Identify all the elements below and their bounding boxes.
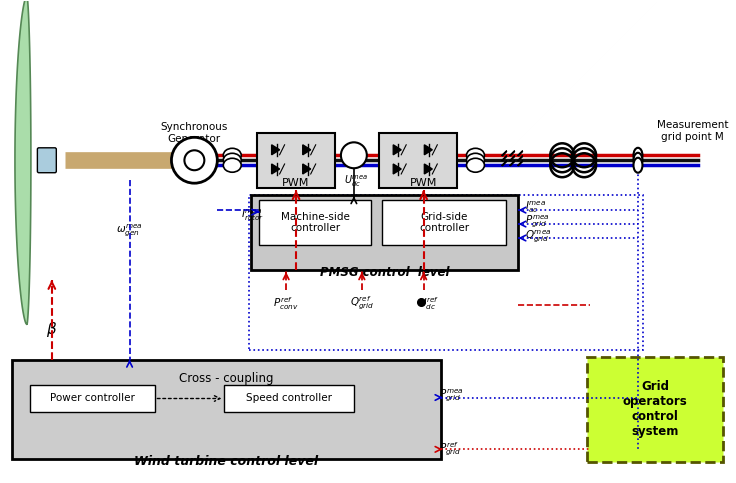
Text: Power controller: Power controller: [50, 394, 135, 403]
Ellipse shape: [223, 148, 241, 162]
FancyBboxPatch shape: [382, 200, 506, 245]
Text: Synchronous
Generator: Synchronous Generator: [160, 122, 228, 144]
Ellipse shape: [634, 148, 643, 163]
Text: $\beta$: $\beta$: [46, 320, 57, 339]
Polygon shape: [272, 145, 280, 155]
Text: $\omega_{gen}^{mea}$: $\omega_{gen}^{mea}$: [116, 222, 143, 238]
FancyBboxPatch shape: [38, 148, 57, 173]
Polygon shape: [15, 0, 31, 325]
Text: Cross - coupling: Cross - coupling: [179, 371, 274, 384]
Polygon shape: [393, 164, 401, 174]
Text: $P_{conv}^{ref}$: $P_{conv}^{ref}$: [273, 295, 299, 312]
FancyBboxPatch shape: [259, 200, 371, 245]
FancyBboxPatch shape: [12, 360, 441, 459]
Ellipse shape: [634, 153, 643, 168]
Text: $P_{grid}^{ref}$: $P_{grid}^{ref}$: [439, 440, 461, 458]
Text: $Q_{grid}^{mea}$: $Q_{grid}^{mea}$: [526, 228, 552, 244]
Text: $U_{dc}^{ref}$: $U_{dc}^{ref}$: [418, 295, 439, 312]
Text: Machine-side
controller: Machine-side controller: [280, 212, 350, 233]
Text: Measurement
grid point M: Measurement grid point M: [657, 120, 729, 142]
Text: Grid
operators
control
system: Grid operators control system: [623, 381, 687, 439]
Polygon shape: [272, 164, 280, 174]
Ellipse shape: [223, 153, 241, 167]
FancyBboxPatch shape: [379, 133, 456, 188]
Text: Grid-side
controller: Grid-side controller: [419, 212, 469, 233]
Text: $I_{rotor}^{mea}$: $I_{rotor}^{mea}$: [241, 207, 264, 223]
Ellipse shape: [467, 148, 484, 162]
Ellipse shape: [223, 158, 241, 172]
Circle shape: [171, 137, 217, 183]
FancyBboxPatch shape: [224, 384, 354, 412]
Polygon shape: [302, 164, 311, 174]
Text: PWM: PWM: [410, 178, 437, 188]
Ellipse shape: [467, 158, 484, 172]
Polygon shape: [393, 145, 401, 155]
Text: $I_{ac}^{mea}$: $I_{ac}^{mea}$: [526, 199, 547, 215]
Text: Speed controller: Speed controller: [246, 394, 332, 403]
FancyBboxPatch shape: [257, 133, 335, 188]
Text: PMSG control  level: PMSG control level: [320, 266, 450, 279]
Text: Wind turbine control level: Wind turbine control level: [134, 455, 319, 469]
Text: $Q_{grid}^{ref}$: $Q_{grid}^{ref}$: [350, 295, 374, 312]
FancyBboxPatch shape: [30, 384, 155, 412]
Polygon shape: [302, 145, 311, 155]
Text: $U_{dc}^{mea}$: $U_{dc}^{mea}$: [344, 173, 368, 189]
Circle shape: [341, 142, 367, 168]
Polygon shape: [425, 145, 432, 155]
Ellipse shape: [634, 158, 643, 173]
Polygon shape: [425, 164, 432, 174]
Text: $P_{grid}^{mea}$: $P_{grid}^{mea}$: [439, 386, 463, 402]
FancyBboxPatch shape: [587, 356, 723, 462]
FancyBboxPatch shape: [251, 195, 518, 270]
Text: PWM: PWM: [283, 178, 310, 188]
Text: $P_{grid}^{mea}$: $P_{grid}^{mea}$: [526, 213, 550, 229]
Ellipse shape: [467, 153, 484, 167]
